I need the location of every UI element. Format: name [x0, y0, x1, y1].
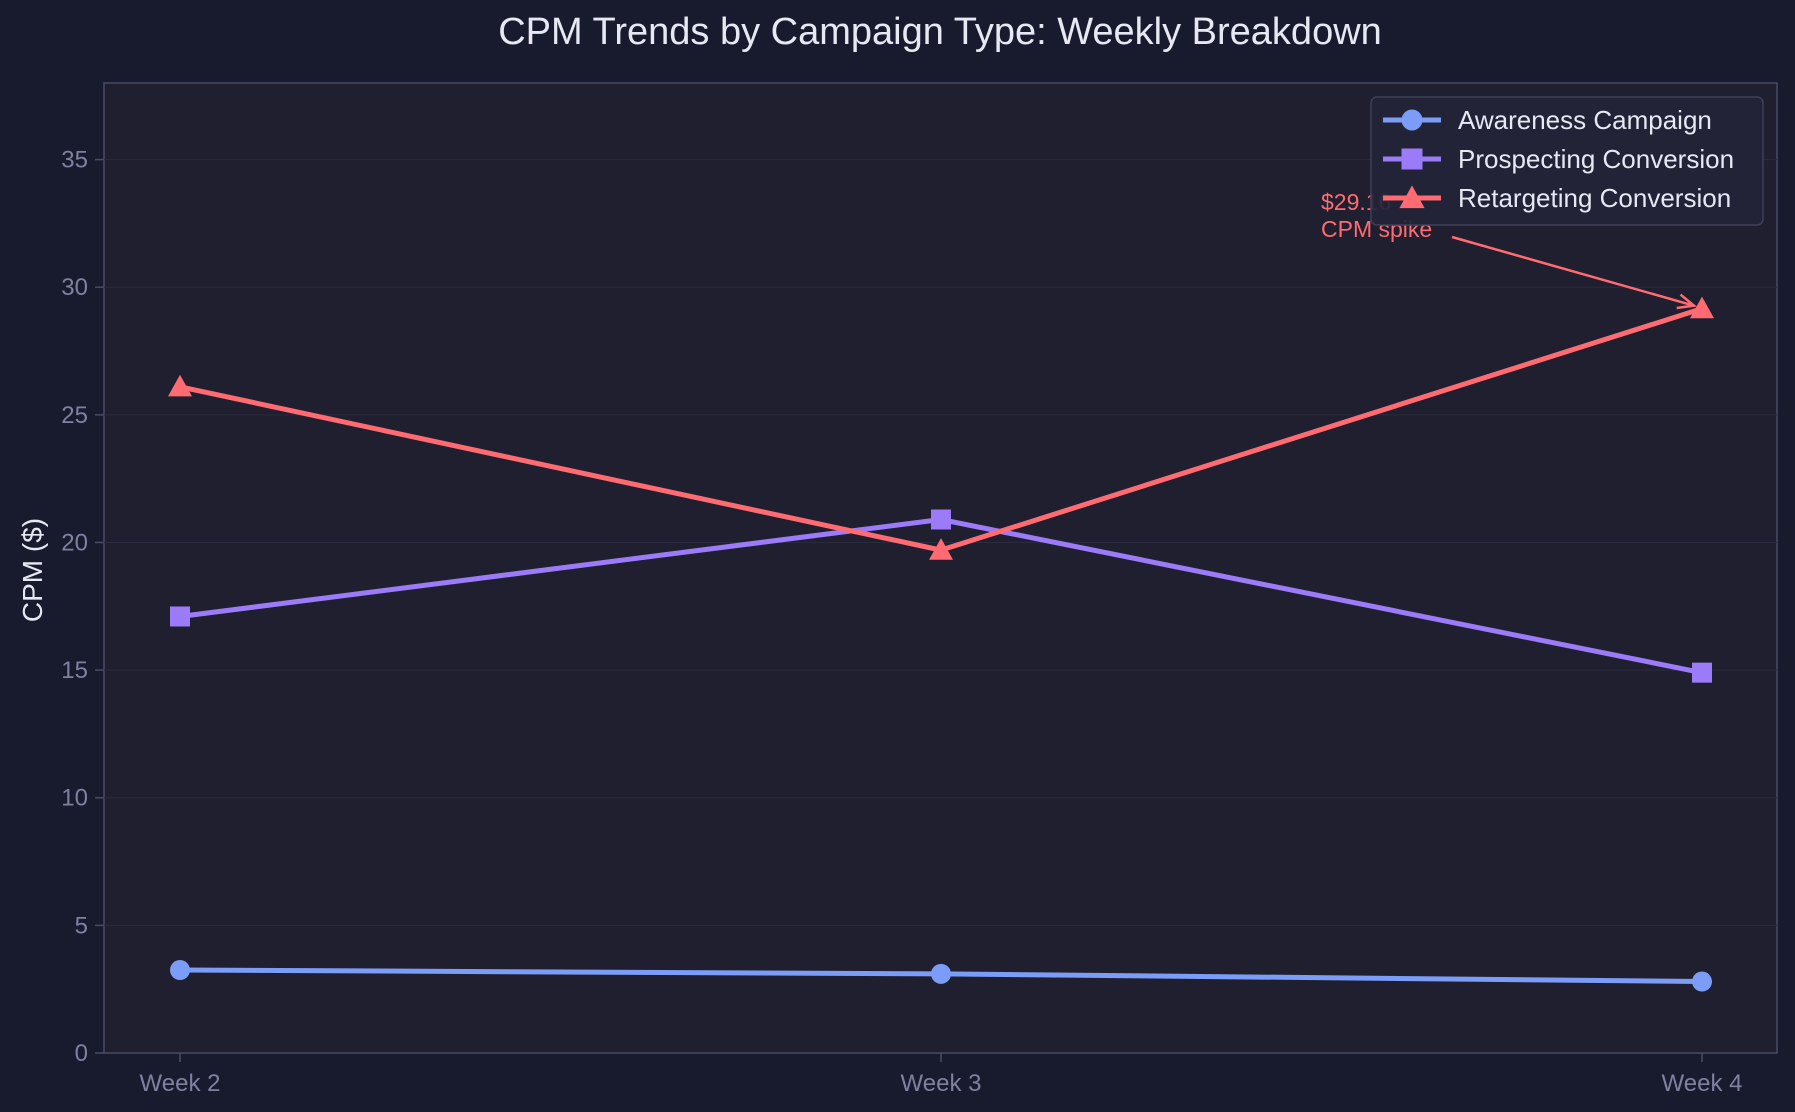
series-awareness-campaign	[170, 960, 1712, 992]
legend-swatch-marker	[1401, 148, 1423, 170]
chart-title: CPM Trends by Campaign Type: Weekly Brea…	[498, 11, 1382, 53]
data-point	[1692, 662, 1712, 683]
x-tick-label: Week 2	[140, 1070, 221, 1097]
data-point	[1690, 296, 1714, 319]
legend-swatch-marker	[1399, 185, 1425, 209]
legend-swatch-marker	[1401, 109, 1423, 131]
series-lines	[168, 296, 1714, 992]
legend-entry: Awareness Campaign	[1383, 105, 1712, 135]
y-tick-label: 10	[61, 785, 88, 812]
series-prospecting-conversion	[170, 509, 1712, 683]
data-point	[931, 963, 951, 984]
y-tick-label: 5	[75, 912, 88, 939]
y-tick-label: 35	[61, 147, 88, 174]
legend-label: Retargeting Conversion	[1458, 183, 1731, 213]
series-retargeting-conversion	[168, 296, 1714, 560]
y-tick-label: 30	[61, 274, 88, 301]
y-tick-label: 20	[61, 529, 88, 556]
data-point	[170, 606, 190, 627]
y-tick-label: 15	[61, 657, 88, 684]
data-point	[170, 960, 190, 981]
legend-entry: Prospecting Conversion	[1383, 144, 1734, 174]
legend: Awareness Campaign Prospecting Conversion…	[1370, 96, 1764, 226]
annotation-arrow	[1451, 235, 1695, 307]
legend-box	[1370, 96, 1764, 226]
y-tick-label: 25	[61, 402, 88, 429]
y-axis-label: CPM ($)	[17, 518, 48, 622]
data-point	[931, 509, 951, 530]
y-tick-label: 0	[75, 1040, 88, 1067]
x-tick-label: Week 3	[901, 1070, 982, 1097]
annotation-arrowhead	[1676, 293, 1698, 310]
legend-label: Prospecting Conversion	[1458, 144, 1734, 174]
data-point	[929, 538, 953, 560]
legend-entry: Retargeting Conversion	[1383, 183, 1731, 213]
data-point	[168, 374, 192, 397]
legend-label: Awareness Campaign	[1458, 105, 1712, 135]
x-tick-label: Week 4	[1662, 1070, 1743, 1097]
grid-lines	[104, 159, 1777, 926]
plot-area	[103, 82, 1778, 1054]
axes: 0 5 10 15 20 25 30 35 Week 2 Week 3 Week 4	[61, 147, 1742, 1097]
data-point	[1692, 971, 1712, 992]
